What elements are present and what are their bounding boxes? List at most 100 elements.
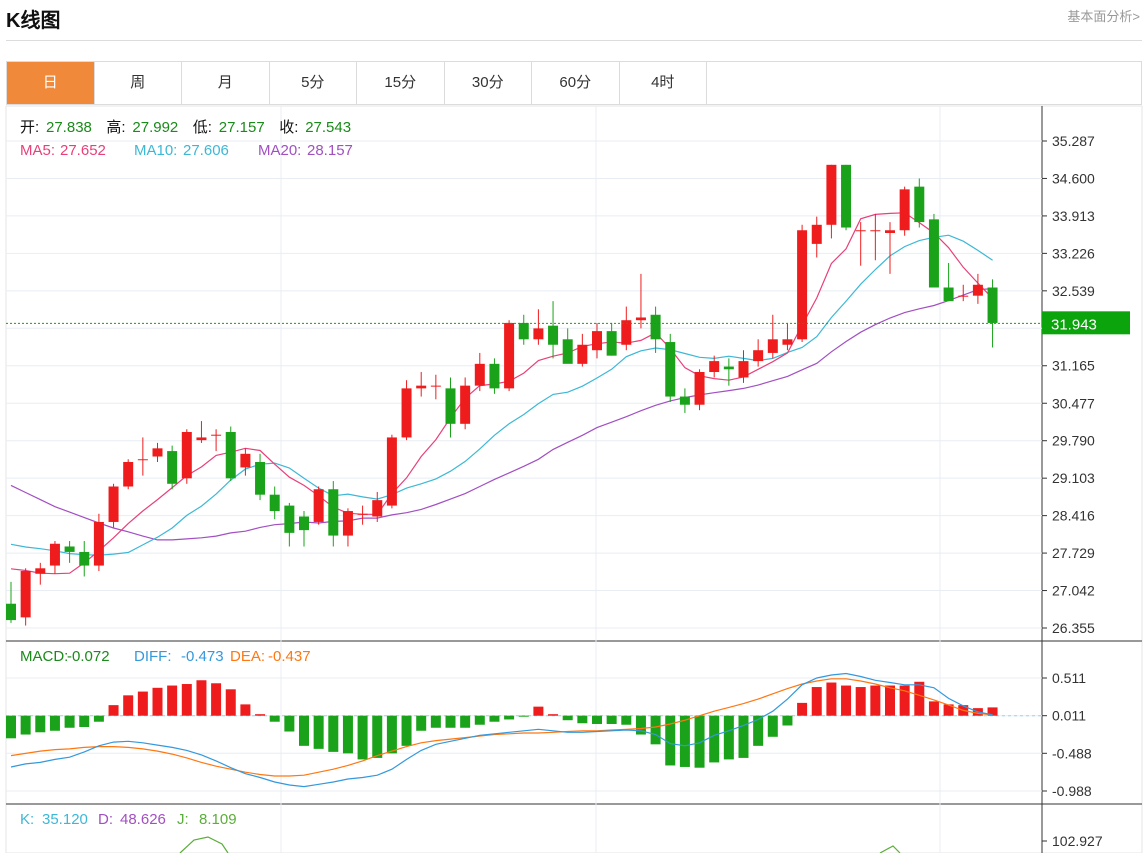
macd-bar	[592, 715, 602, 724]
candle-body	[123, 461, 134, 487]
macd-bar	[914, 681, 925, 716]
last-price-label: 31.943	[1051, 316, 1097, 333]
macd-bar	[504, 715, 515, 720]
macd-bar	[299, 715, 309, 746]
macd-bar	[928, 701, 939, 716]
candle-body	[972, 284, 983, 296]
price-tick-label: 33.913	[1052, 208, 1095, 224]
macd-bar	[679, 715, 690, 767]
candle-body	[357, 513, 368, 515]
candle-body	[914, 186, 925, 223]
candle-body	[518, 322, 529, 340]
macd-bar	[342, 715, 353, 754]
ohlc-label: 高:	[106, 119, 125, 136]
candle-body	[928, 219, 939, 288]
macd-bar	[255, 714, 266, 716]
price-tick-label: 30.477	[1052, 395, 1095, 411]
tab-15min[interactable]: 15分	[357, 62, 445, 104]
macd-bar	[386, 715, 397, 754]
macd-bar	[211, 683, 222, 716]
macd-bar	[723, 715, 734, 760]
period-tabs: 日 周 月 5分 15分 30分 60分 4时	[6, 61, 1142, 105]
candle-body	[562, 339, 573, 364]
candle-body	[416, 385, 427, 389]
candle-body	[386, 437, 397, 506]
ohlc-label: 低:	[193, 119, 212, 136]
macd-bar	[152, 687, 163, 716]
macd-bar	[20, 715, 31, 735]
candle-body	[635, 317, 646, 321]
macd-bar	[240, 704, 251, 716]
tab-30min[interactable]: 30分	[445, 62, 532, 104]
candle-body	[313, 489, 324, 522]
tab-day[interactable]: 日	[7, 62, 95, 104]
tab-4hour[interactable]: 4时	[620, 62, 707, 104]
macd-bar	[79, 715, 90, 727]
candle-body	[958, 295, 969, 297]
tab-month[interactable]: 月	[182, 62, 270, 104]
last-price-tag	[1042, 311, 1130, 335]
ma-legend-label: MA5:	[20, 142, 55, 159]
macd-bar	[123, 695, 134, 716]
candle-body	[328, 489, 339, 536]
price-tick-label: 27.042	[1052, 583, 1095, 599]
price-tick-label: 35.287	[1052, 133, 1095, 149]
candle-body	[152, 448, 163, 457]
macd-bar	[855, 687, 866, 716]
kdj-legend-label: D:	[98, 811, 113, 828]
price-tick-label: 31.165	[1052, 358, 1095, 374]
macd-bar	[6, 715, 16, 739]
candle-body	[533, 328, 544, 340]
candle-body	[504, 322, 515, 389]
macd-legend-label: MACD:	[20, 648, 68, 665]
tab-60min[interactable]: 60分	[532, 62, 620, 104]
kdj-legend-value: 48.626	[120, 811, 166, 828]
candle-body	[621, 320, 632, 345]
candle-body	[548, 325, 559, 345]
candle-body	[709, 361, 720, 373]
macd-bar	[64, 715, 75, 728]
tab-5min[interactable]: 5分	[270, 62, 357, 104]
tab-week[interactable]: 周	[95, 62, 182, 104]
macd-tick-label: -0.988	[1052, 783, 1092, 799]
candle-body	[401, 388, 412, 438]
dea-line	[10, 678, 993, 777]
price-tick-label: 32.539	[1052, 283, 1095, 299]
candle-body	[987, 287, 998, 323]
candle-body	[577, 344, 588, 364]
candle-body	[299, 516, 309, 531]
candle-body	[767, 339, 778, 353]
macd-bar	[943, 704, 954, 716]
fundamental-analysis-link[interactable]: 基本面分析>	[1067, 9, 1140, 24]
macd-bar	[885, 685, 895, 716]
macd-tick-label: -0.488	[1052, 745, 1092, 761]
macd-bar	[269, 715, 280, 722]
candle-body	[35, 568, 46, 574]
macd-bar	[899, 685, 910, 716]
macd-bar	[108, 705, 119, 716]
candle-body	[782, 339, 793, 345]
macd-bar	[562, 715, 573, 721]
candle-body	[137, 459, 148, 461]
candle-body	[650, 314, 661, 340]
candle-body	[240, 453, 251, 468]
price-tick-label: 29.103	[1052, 470, 1095, 486]
macd-bar	[401, 715, 412, 746]
candle-body	[753, 350, 764, 362]
kdj-legend-value: 35.120	[42, 811, 88, 828]
candle-body	[694, 372, 705, 405]
macd-bar	[577, 715, 588, 724]
ma-legend-value: 28.157	[307, 142, 353, 159]
price-tick-label: 29.790	[1052, 433, 1095, 449]
candle-body	[841, 164, 852, 228]
ohlc-value: 27.543	[305, 119, 351, 136]
candle-body	[489, 363, 500, 389]
chart-frame	[5, 105, 1143, 853]
ohlc-label: 开:	[20, 119, 39, 136]
macd-bar	[225, 689, 236, 716]
ma-legend-label: MA20:	[258, 142, 301, 159]
ma-legend-value: 27.652	[60, 142, 106, 159]
macd-legend-label: DIFF:	[134, 648, 172, 665]
price-tick-label: 27.729	[1052, 545, 1095, 561]
